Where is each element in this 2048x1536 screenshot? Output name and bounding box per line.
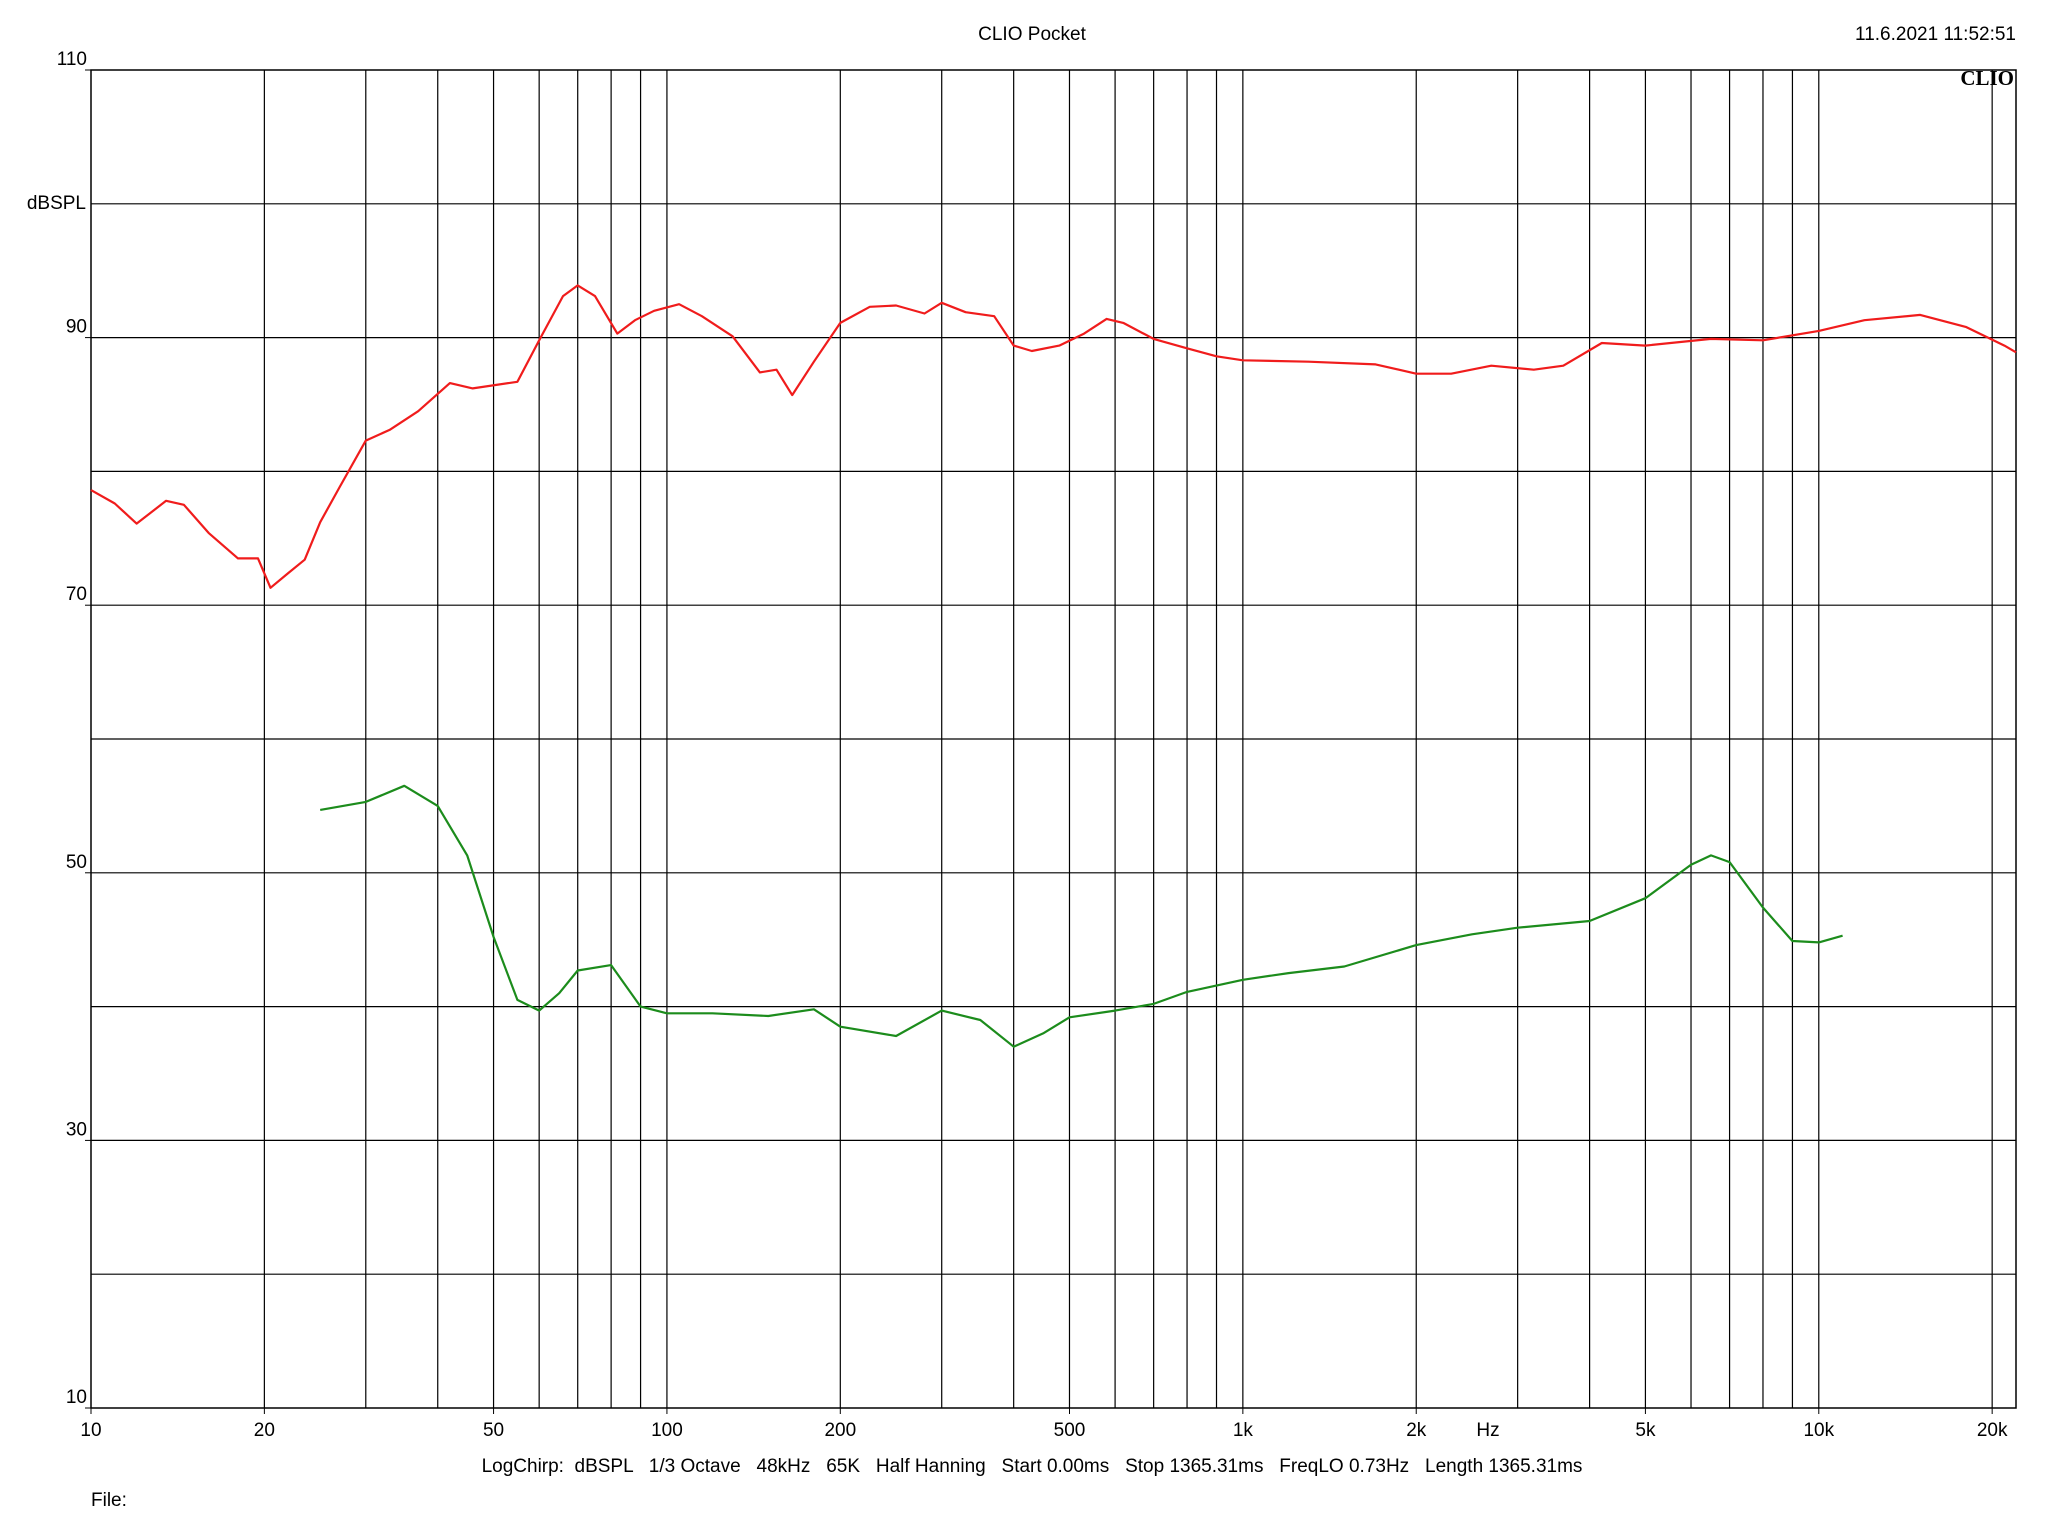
y-tick-label: 110 — [57, 49, 87, 70]
timestamp: 11.6.2021 11:52:51 — [1855, 24, 2016, 45]
x-tick-label: 200 — [824, 1420, 856, 1441]
y-tick-label: 70 — [66, 584, 87, 605]
x-tick-label: 10 — [80, 1420, 101, 1441]
series-line — [90, 284, 2017, 589]
x-tick-label: 5k — [1635, 1420, 1656, 1441]
x-tick-label: 10k — [1803, 1420, 1834, 1441]
y-tick-label: 90 — [66, 317, 87, 338]
x-tick-label: 100 — [651, 1420, 683, 1441]
y-tick-label: 30 — [66, 1119, 87, 1140]
chart-title: CLIO Pocket — [978, 24, 1086, 45]
x-tick-label: 20 — [254, 1420, 275, 1441]
y-tick-label: 10 — [66, 1387, 87, 1408]
plot-frame — [90, 69, 2017, 1409]
x-axis-label: Hz — [1476, 1420, 1499, 1441]
x-tick-label: 500 — [1054, 1420, 1086, 1441]
y-axis-label: dBSPL — [27, 193, 86, 214]
file-label: File: — [91, 1490, 127, 1511]
x-tick-label: 2k — [1406, 1420, 1427, 1441]
x-tick-label: 50 — [483, 1420, 504, 1441]
footer: LogChirp: dBSPL 1/3 Octave 48kHz 65K Hal… — [482, 1456, 1583, 1477]
y-tick-label: 50 — [66, 852, 87, 873]
x-tick-label: 20k — [1977, 1420, 2008, 1441]
x-tick-label: 1k — [1233, 1420, 1254, 1441]
series-line — [320, 784, 1843, 1048]
